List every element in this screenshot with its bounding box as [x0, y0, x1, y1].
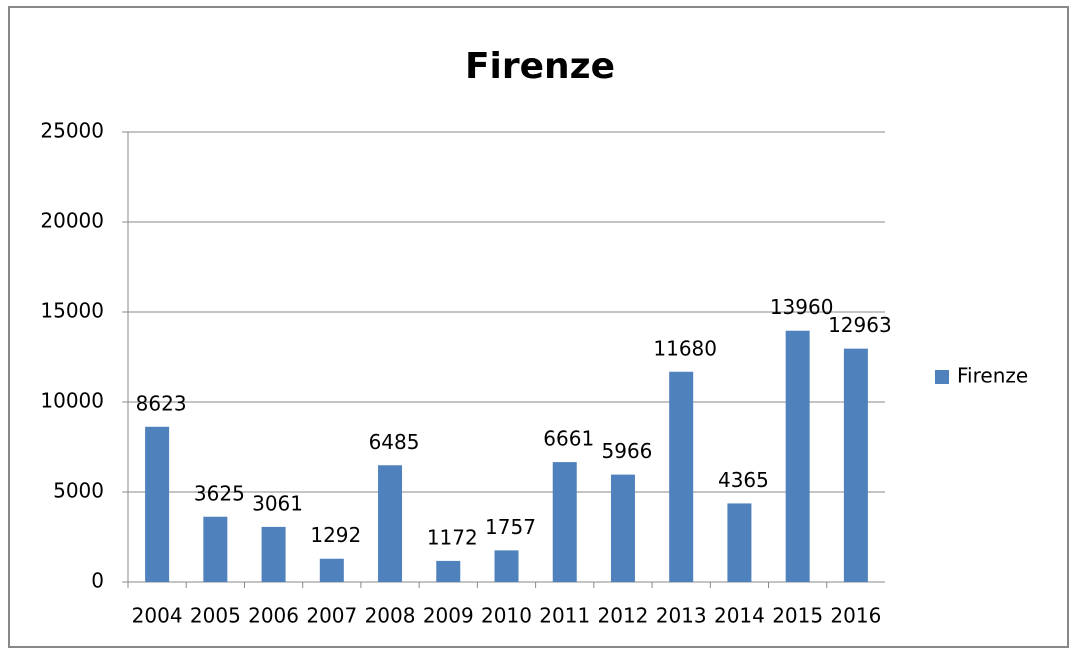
- y-tick-label: 15000: [40, 299, 104, 323]
- bar: [727, 503, 752, 582]
- x-tick-label: 2014: [714, 604, 765, 628]
- bar: [436, 560, 461, 582]
- data-label: 8623: [136, 391, 187, 415]
- bar: [203, 516, 228, 582]
- bar: [610, 474, 635, 582]
- data-label: 11680: [653, 336, 717, 360]
- bar: [843, 348, 868, 582]
- data-label: 1172: [427, 525, 478, 549]
- data-label: 3061: [252, 491, 303, 515]
- bar: [145, 426, 170, 582]
- bar: [378, 465, 403, 582]
- y-tick-label: 0: [91, 569, 104, 593]
- data-label: 1757: [485, 515, 536, 539]
- bar: [669, 371, 694, 582]
- data-label: 13960: [770, 295, 834, 319]
- bar: [319, 558, 344, 582]
- bar: [261, 526, 286, 582]
- bar: [785, 330, 810, 582]
- x-tick-label: 2016: [830, 604, 881, 628]
- x-tick-label: 2011: [539, 604, 590, 628]
- x-tick-label: 2005: [190, 604, 241, 628]
- x-tick-label: 2009: [423, 604, 474, 628]
- x-tick-label: 2013: [656, 604, 707, 628]
- data-label: 6485: [369, 430, 420, 454]
- x-tick-label: 2012: [598, 604, 649, 628]
- data-label: 12963: [828, 313, 892, 337]
- chart-title: Firenze: [465, 46, 615, 87]
- data-label: 5966: [602, 439, 653, 463]
- y-tick-label: 5000: [53, 479, 104, 503]
- x-tick-label: 2010: [481, 604, 532, 628]
- x-tick-label: 2007: [306, 604, 357, 628]
- data-label: 6661: [543, 427, 594, 451]
- x-tick-label: 2008: [365, 604, 416, 628]
- bar: [494, 550, 519, 582]
- legend-swatch: [935, 370, 949, 384]
- y-tick-label: 25000: [40, 119, 104, 143]
- x-tick-label: 2004: [132, 604, 183, 628]
- x-tick-label: 2015: [772, 604, 823, 628]
- y-tick-label: 10000: [40, 389, 104, 413]
- y-tick-label: 20000: [40, 209, 104, 233]
- x-tick-label: 2006: [248, 604, 299, 628]
- bar: [552, 462, 577, 582]
- data-label: 3625: [194, 481, 245, 505]
- chart-border: [8, 6, 1069, 648]
- legend-label: Firenze: [957, 364, 1028, 388]
- data-label: 4365: [718, 468, 769, 492]
- data-label: 1292: [310, 523, 361, 547]
